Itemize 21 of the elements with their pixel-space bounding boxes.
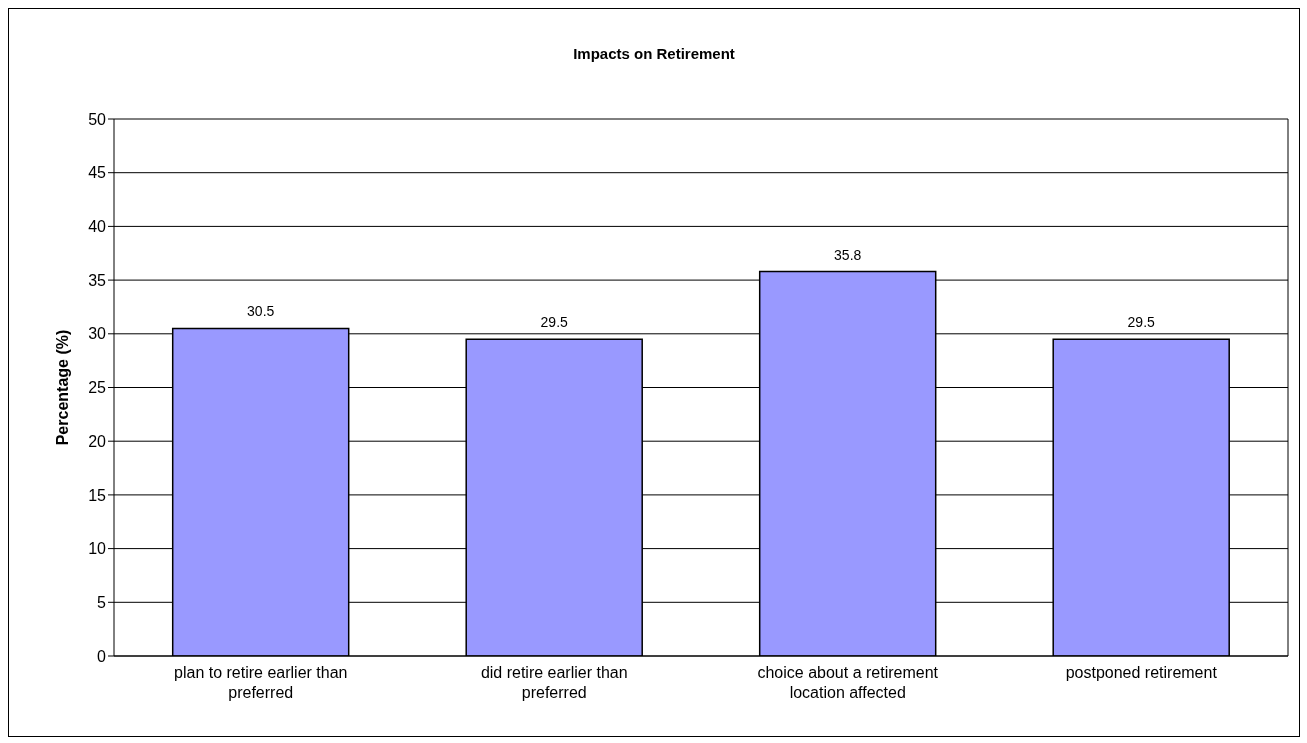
y-tick-label: 30 <box>88 325 107 343</box>
y-tick-label: 15 <box>88 486 107 504</box>
y-tick-label: 5 <box>97 593 107 611</box>
y-tick-label: 0 <box>97 647 107 665</box>
y-tick-label: 35 <box>88 271 107 289</box>
x-tick-label: plan to retire earlier than preferred <box>174 664 348 701</box>
y-tick-label: 10 <box>88 540 107 558</box>
y-tick-label: 20 <box>88 432 107 450</box>
y-tick-label: 50 <box>88 110 107 128</box>
data-label: 35.8 <box>834 246 862 263</box>
y-tick-label: 45 <box>88 164 107 182</box>
x-tick-label: did retire earlier than preferred <box>480 664 628 701</box>
y-axis-title: Percentage (%) <box>53 329 71 446</box>
y-tick-label: 40 <box>88 218 107 236</box>
data-label: 29.5 <box>1127 314 1156 331</box>
y-tick-label: 25 <box>88 379 107 397</box>
x-tick-label: postponed retirement <box>1065 664 1218 681</box>
data-label: 30.5 <box>247 303 275 320</box>
data-label: 29.5 <box>540 314 569 331</box>
chart-title: Impacts on Retirement <box>572 45 736 62</box>
x-tick-label: choice about a retirement location affected <box>757 664 939 701</box>
